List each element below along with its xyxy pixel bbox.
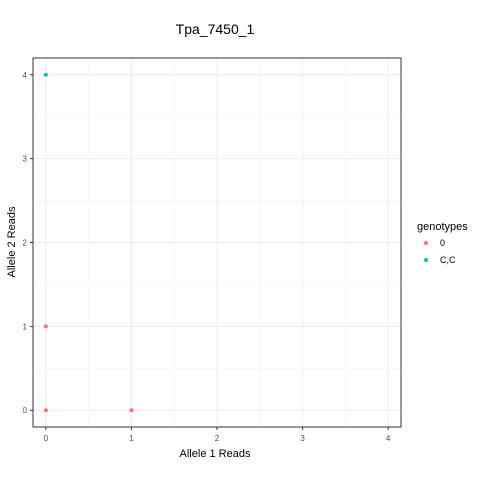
legend-swatch bbox=[424, 241, 428, 245]
legend: genotypes 0 C,C bbox=[417, 221, 468, 265]
chart-title: Tpa_7450_1 bbox=[176, 21, 255, 37]
x-axis-ticks: 0 1 2 3 4 bbox=[44, 427, 391, 443]
data-point bbox=[129, 408, 134, 413]
y-tick-label: 2 bbox=[23, 239, 28, 248]
y-tick-label: 1 bbox=[23, 322, 28, 331]
legend-label: C,C bbox=[440, 255, 456, 265]
x-tick-label: 3 bbox=[300, 434, 305, 443]
data-point bbox=[43, 72, 48, 77]
legend-title: genotypes bbox=[417, 221, 468, 233]
data-point bbox=[43, 408, 48, 413]
y-tick-label: 0 bbox=[23, 406, 28, 415]
x-tick-label: 0 bbox=[44, 434, 49, 443]
y-tick-label: 3 bbox=[23, 155, 28, 164]
y-axis-ticks: 0 1 2 3 4 bbox=[23, 71, 33, 415]
legend-swatch bbox=[424, 258, 428, 262]
data-points bbox=[43, 72, 134, 413]
y-tick-label: 4 bbox=[23, 71, 28, 80]
x-tick-label: 4 bbox=[386, 434, 391, 443]
data-point bbox=[43, 324, 48, 329]
y-axis-label: Allele 2 Reads bbox=[6, 206, 18, 277]
x-tick-label: 1 bbox=[129, 434, 134, 443]
x-tick-label: 2 bbox=[215, 434, 220, 443]
legend-items: 0 C,C bbox=[424, 238, 456, 265]
legend-label: 0 bbox=[440, 238, 445, 248]
grid-lines bbox=[33, 58, 401, 427]
x-axis-label: Allele 1 Reads bbox=[180, 448, 251, 460]
